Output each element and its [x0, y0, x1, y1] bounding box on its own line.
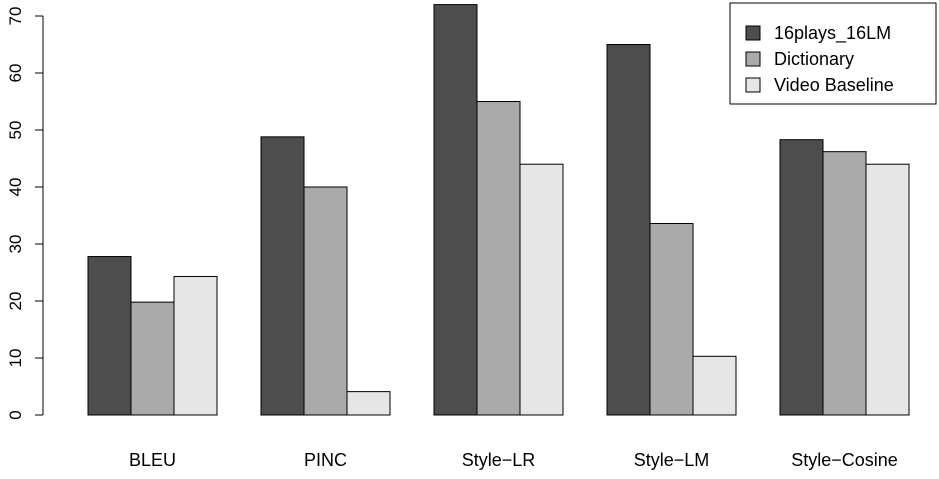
x-tick-label: Style−LM	[634, 450, 710, 470]
legend-swatch	[745, 25, 761, 41]
legend-swatch	[745, 77, 761, 93]
y-tick-label: 40	[6, 178, 25, 197]
legend-swatch	[745, 51, 761, 67]
bar-2-3	[692, 355, 737, 416]
legend-box	[729, 2, 937, 105]
bars-group	[87, 4, 910, 416]
bar-0-2	[433, 4, 478, 416]
legend-label: Dictionary	[774, 49, 854, 69]
bar-2-2	[519, 163, 564, 416]
y-axis: 0 10 20 30 40 50 60 70	[6, 7, 44, 420]
bar-0-3	[606, 44, 651, 416]
y-tick-label: 10	[6, 349, 25, 368]
x-tick-label: Style−LR	[462, 450, 536, 470]
y-tick-label: 30	[6, 235, 25, 254]
y-tick-label: 50	[6, 121, 25, 140]
bar-2-1	[346, 391, 391, 416]
y-tick-label: 0	[6, 410, 25, 419]
legend: 16plays_16LM Dictionary Video Baseline	[729, 2, 937, 105]
bar-1-4	[822, 151, 867, 416]
bar-2-0	[173, 275, 218, 416]
bar-1-3	[649, 222, 694, 416]
bar-0-1	[260, 136, 305, 416]
x-axis-labels: BLEU PINC Style−LR Style−LM Style−Cosine	[129, 450, 898, 470]
y-tick-label: 70	[6, 7, 25, 26]
legend-label: Video Baseline	[774, 75, 894, 95]
x-tick-label: Style−Cosine	[791, 450, 898, 470]
bar-1-0	[130, 301, 175, 416]
bar-1-1	[303, 186, 348, 416]
y-tick-label: 60	[6, 64, 25, 83]
x-tick-label: PINC	[304, 450, 347, 470]
x-tick-label: BLEU	[129, 450, 176, 470]
bar-1-2	[476, 101, 521, 416]
bar-0-4	[779, 139, 824, 416]
bar-2-4	[865, 163, 910, 416]
legend-label: 16plays_16LM	[774, 23, 891, 44]
y-tick-label: 20	[6, 292, 25, 311]
bar-0-0	[87, 256, 132, 416]
